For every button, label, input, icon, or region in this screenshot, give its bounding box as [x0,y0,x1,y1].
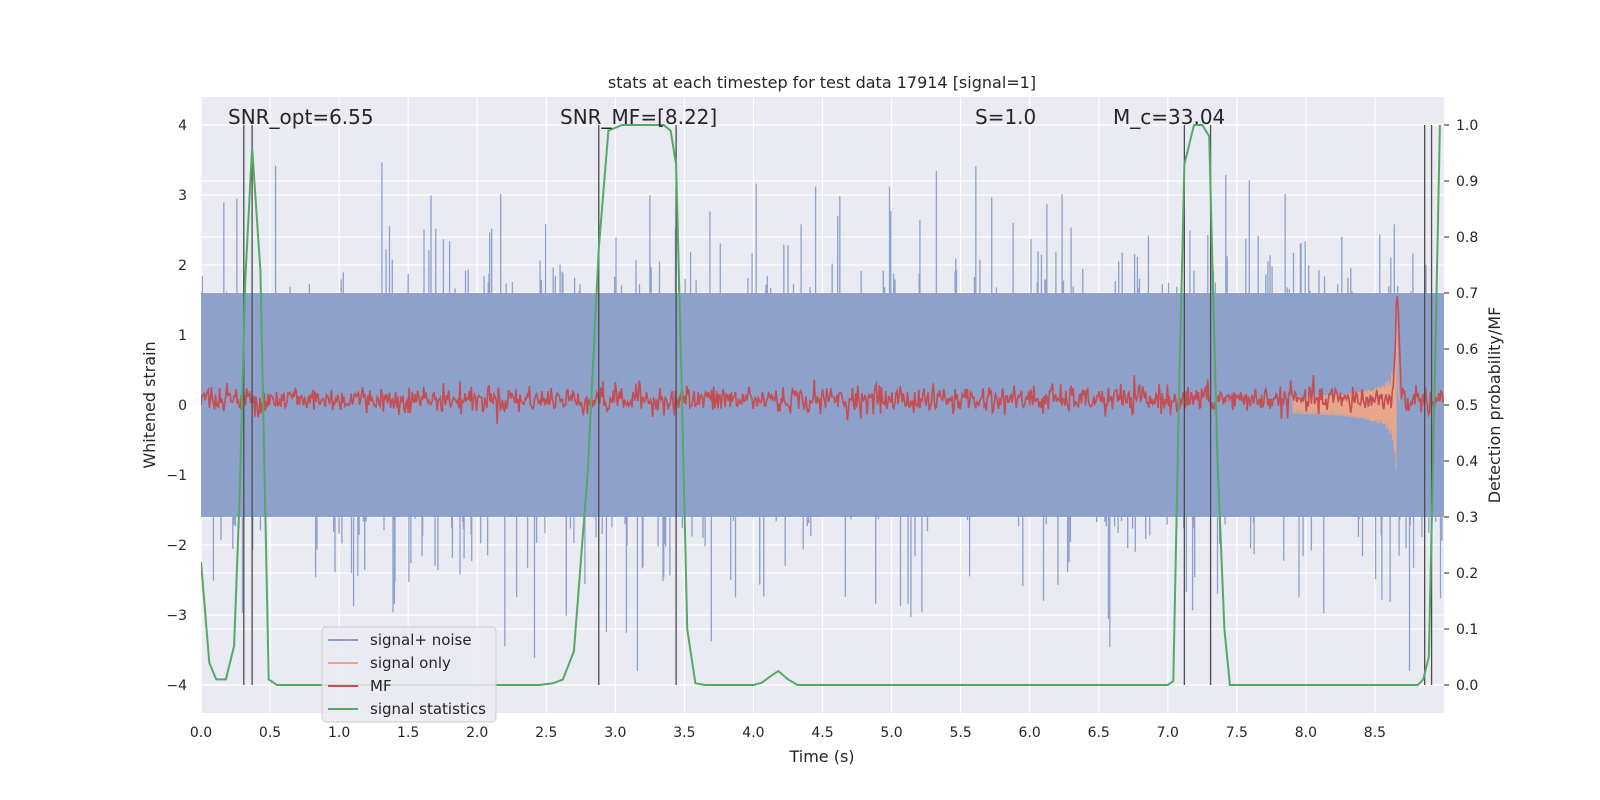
legend-label-signal-only: signal only [370,654,451,672]
y-tick-label-right: 0.9 [1456,174,1478,190]
legend-box [321,626,497,723]
y-tick-label-left: 3 [178,188,187,204]
y-tick-label-left: 4 [178,118,187,134]
noise-spikes [201,162,1443,671]
y-tick-label-left: 0 [178,398,187,414]
x-tick-label: 3.5 [673,725,695,741]
y-tick-label-right: 0.4 [1456,454,1478,470]
x-tick-label: 4.0 [742,725,764,741]
legend: signal+ noise signal only MF signal stat… [321,626,497,723]
chart-title: stats at each timestep for test data 179… [608,73,1036,92]
plot-content [201,124,1444,686]
x-tick-label: 7.0 [1157,725,1179,741]
x-tick-label: 6.0 [1019,725,1041,741]
y-tick-label-right: 0.6 [1456,342,1478,358]
snr-opt-annotation: SNR_opt=6.55 [228,105,374,129]
y-axis-right-ticks: 0.0 0.1 0.2 0.3 0.4 0.5 0.6 0.7 0.8 0.9 1.0 [1444,118,1478,694]
x-tick-label: 2.5 [535,725,557,741]
signal-statistics-line [201,124,1441,686]
y-tick-label-right: 1.0 [1456,118,1478,134]
x-tick-label: 4.5 [811,725,833,741]
s-annotation: S=1.0 [975,105,1036,129]
x-tick-label: 0.5 [259,725,281,741]
mc-annotation: M_c=33.04 [1113,105,1225,129]
x-tick-label: 8.5 [1364,725,1386,741]
y-tick-label-left: −4 [166,678,187,694]
x-tick-label: 6.5 [1088,725,1110,741]
y-tick-label-right: 0.5 [1456,398,1478,414]
x-tick-label: 5.0 [880,725,902,741]
y-tick-label-left: −1 [166,468,187,484]
legend-label-noise: signal+ noise [370,631,472,649]
x-tick-label: 1.5 [397,725,419,741]
legend-label-stats: signal statistics [370,700,486,718]
x-axis-ticks: 0.0 0.5 1.0 1.5 2.0 2.5 3.0 3.5 4.0 4.5 5.0 5.5 6.0 6… [190,725,1386,741]
annotations: SNR_opt=6.55 SNR_MF=[8.22] S=1.0 M_c=33.… [228,105,1225,129]
y-tick-label-left: 2 [178,258,187,274]
mf-line [201,296,1444,425]
x-tick-label: 8.0 [1295,725,1317,741]
x-tick-label: 0.0 [190,725,212,741]
y-tick-label-left: −3 [166,608,187,624]
x-axis-label: Time (s) [788,747,854,766]
y-tick-label-right: 0.2 [1456,566,1478,582]
y-tick-label-right: 0.8 [1456,230,1478,246]
x-tick-label: 5.5 [949,725,971,741]
y-axis-right-label: Detection probability/MF [1485,307,1504,504]
x-tick-label: 7.5 [1226,725,1248,741]
y-axis-left-ticks: −4 −3 −2 −1 0 1 2 3 4 [166,118,187,694]
y-tick-label-left: 1 [178,328,187,344]
y-tick-label-right: 0.3 [1456,510,1478,526]
x-tick-label: 2.0 [466,725,488,741]
y-axis-left-label: Whitened strain [140,341,159,468]
x-tick-label: 1.0 [328,725,350,741]
snr-mf-annotation: SNR_MF=[8.22] [560,105,717,129]
y-tick-label-right: 0.0 [1456,678,1478,694]
y-tick-label-left: −2 [166,538,187,554]
x-tick-label: 3.0 [604,725,626,741]
signal-only-line [1291,322,1401,471]
y-tick-label-right: 0.1 [1456,622,1478,638]
y-tick-label-right: 0.7 [1456,286,1478,302]
legend-label-mf: MF [370,677,392,695]
